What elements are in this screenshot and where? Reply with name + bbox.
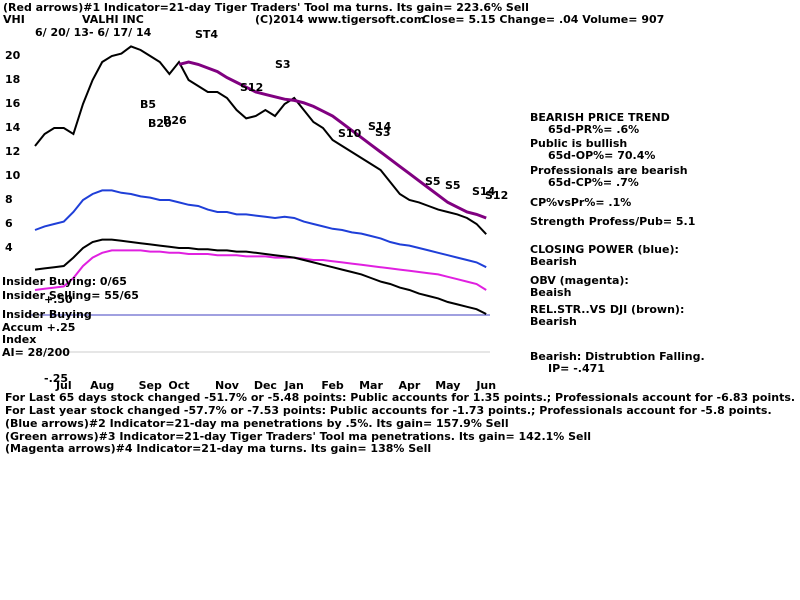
annotation: REL.STR..VS DJI (brown): bbox=[530, 303, 684, 316]
series-line bbox=[34, 238, 487, 315]
annotation: -.25 bbox=[44, 372, 68, 385]
annotation: (Magenta arrows)#4 Indicator=21-day ma t… bbox=[5, 442, 431, 455]
x-tick-label: Oct bbox=[168, 379, 189, 392]
y-tick-label: 14 bbox=[5, 121, 21, 134]
annotation: IP= -.471 bbox=[548, 362, 605, 375]
y-tick-label: 6 bbox=[5, 217, 13, 230]
annotation: Bearish bbox=[530, 255, 577, 268]
x-tick-label: May bbox=[435, 379, 460, 392]
annotation: Insider Selling= 55/65 bbox=[2, 289, 139, 302]
annotation: Insider Buying bbox=[2, 308, 92, 321]
y-tick-label: 4 bbox=[5, 241, 13, 254]
y-tick-label: 18 bbox=[5, 73, 20, 86]
annotation: S14 bbox=[368, 120, 392, 133]
annotation: 65d-OP%= 70.4% bbox=[548, 149, 655, 162]
annotation: Insider Buying: 0/65 bbox=[2, 275, 127, 288]
annotation: B20 bbox=[148, 117, 172, 130]
annotation: For Last year stock changed -57.7% or -7… bbox=[5, 404, 772, 417]
annotation: 6/ 20/ 13- 6/ 17/ 14 bbox=[35, 26, 152, 39]
annotation: B26 bbox=[163, 114, 187, 127]
annotation: For Last 65 days stock changed -51.7% or… bbox=[5, 391, 795, 404]
annotation: S12 bbox=[240, 81, 263, 94]
x-tick-label: Mar bbox=[359, 379, 383, 392]
annotation: (Red arrows)#1 Indicator=21-day Tiger Tr… bbox=[3, 1, 529, 14]
annotation: (Green arrows)#3 Indicator=21-day Tiger … bbox=[5, 430, 591, 443]
annotation: S12 bbox=[485, 189, 508, 202]
annotation: +.50 bbox=[44, 293, 73, 306]
y-tick-label: 12 bbox=[5, 145, 20, 158]
annotation: Index bbox=[2, 333, 36, 346]
x-tick-label: Dec bbox=[254, 379, 277, 392]
series-line bbox=[34, 189, 487, 269]
annotation: S3 bbox=[275, 58, 291, 71]
annotation: B5 bbox=[140, 98, 156, 111]
x-tick-label: Sep bbox=[139, 379, 162, 392]
annotation: CP%vsPr%= .1% bbox=[530, 196, 631, 209]
annotation: Accum +.25 bbox=[2, 321, 75, 334]
annotation: Bearish: Distrubtion Falling. bbox=[530, 350, 705, 363]
y-tick-label: 16 bbox=[5, 97, 21, 110]
series-line bbox=[34, 45, 487, 235]
annotation: Strength Profess/Pub= 5.1 bbox=[530, 215, 695, 228]
annotation: S5 bbox=[425, 175, 441, 188]
annotation: S5 bbox=[445, 179, 461, 192]
annotation: VHI bbox=[3, 13, 25, 26]
annotation: ST4 bbox=[195, 28, 218, 41]
annotation: S3 bbox=[375, 126, 391, 139]
annotation: (C)2014 www.tigersoft.com bbox=[255, 13, 425, 26]
annotation: OBV (magenta): bbox=[530, 274, 629, 287]
annotation: Public is bullish bbox=[530, 137, 627, 150]
annotation: S10 bbox=[338, 127, 362, 140]
x-tick-label: Apr bbox=[398, 379, 420, 392]
annotation: 65d-PR%= .6% bbox=[548, 123, 639, 136]
series-line bbox=[178, 60, 487, 220]
annotation: Close= 5.15 Change= .04 Volume= 907 bbox=[422, 13, 664, 26]
annotation: Professionals are bearish bbox=[530, 164, 688, 177]
y-tick-label: 8 bbox=[5, 193, 13, 206]
x-tick-label: Nov bbox=[215, 379, 240, 392]
x-tick-label: Jan bbox=[284, 379, 304, 392]
annotation: (Blue arrows)#2 Indicator=21-day ma pene… bbox=[5, 417, 509, 430]
x-tick-label: Feb bbox=[321, 379, 344, 392]
annotation: S14 bbox=[472, 185, 496, 198]
series-line bbox=[34, 249, 487, 291]
annotation: AI= 28/200 bbox=[2, 346, 70, 359]
y-tick-label: 20 bbox=[5, 49, 21, 62]
x-tick-label: Jul bbox=[55, 379, 72, 392]
annotation: VALHI INC bbox=[82, 13, 144, 26]
y-tick-label: 10 bbox=[5, 169, 21, 182]
annotation: BEARISH PRICE TREND bbox=[530, 111, 670, 124]
annotation: Beaish bbox=[530, 286, 571, 299]
x-tick-label: Aug bbox=[90, 379, 114, 392]
annotation: CLOSING POWER (blue): bbox=[530, 243, 679, 256]
annotation: Bearish bbox=[530, 315, 577, 328]
annotation: 65d-CP%= .7% bbox=[548, 176, 639, 189]
x-tick-label: Jun bbox=[475, 379, 496, 392]
